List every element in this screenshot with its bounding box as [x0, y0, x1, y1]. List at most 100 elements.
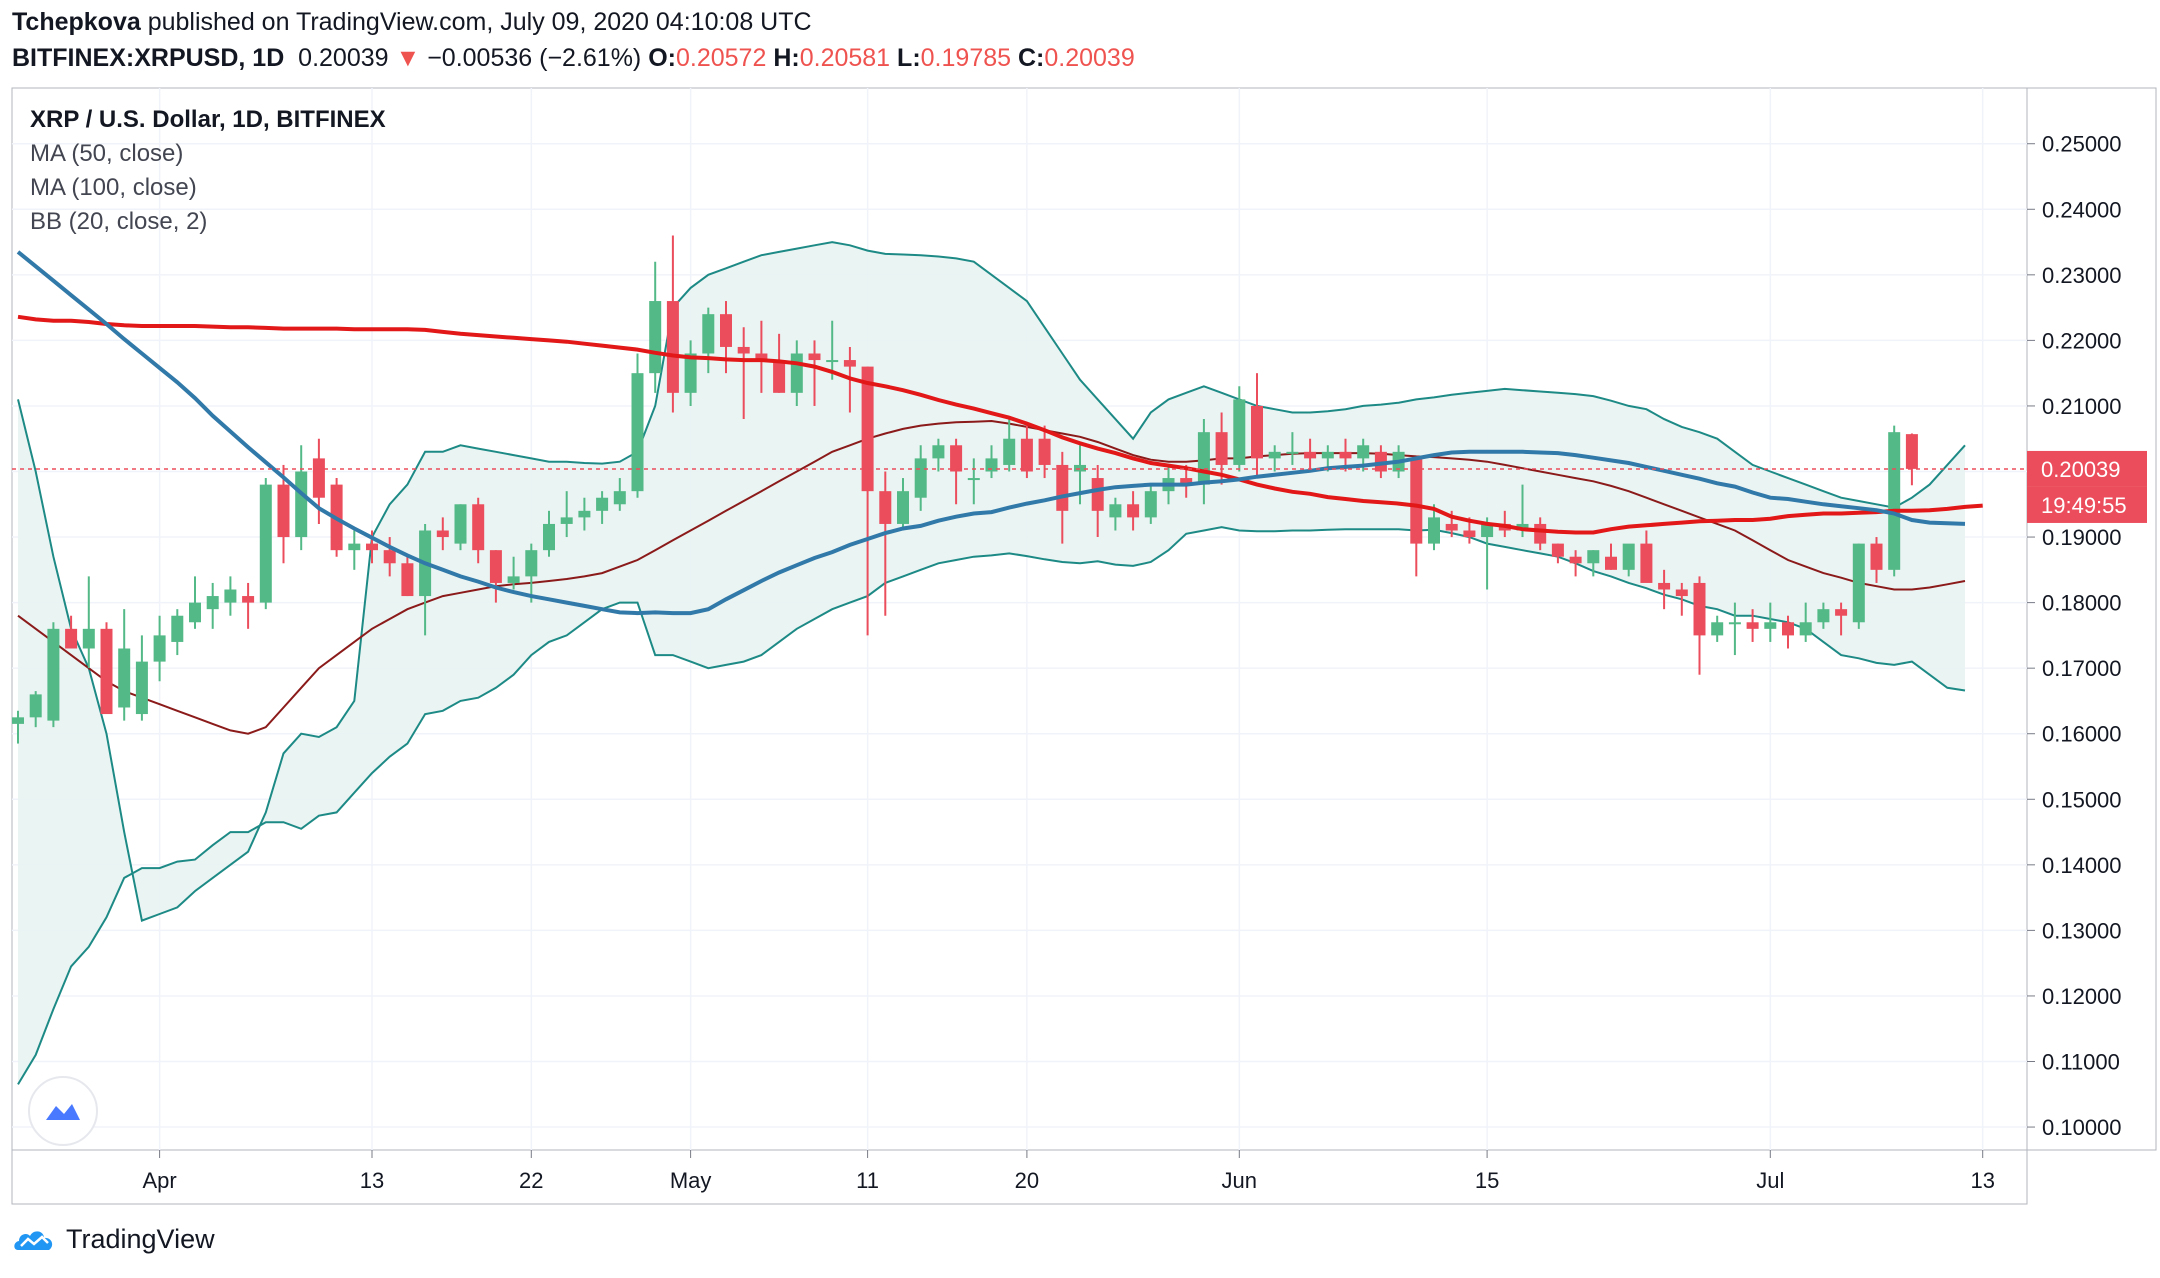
- candle-body: [206, 596, 219, 610]
- y-tick-label: 0.12000: [2042, 984, 2122, 1009]
- candle-body: [631, 373, 644, 492]
- candle-body: [543, 523, 555, 551]
- candle-body: [578, 510, 591, 518]
- candle-body: [967, 478, 980, 481]
- legend-ma100[interactable]: MA (100, close): [30, 174, 197, 201]
- candle-body: [1428, 517, 1440, 544]
- ma100-line: [17, 314, 1983, 535]
- candle-body: [1127, 504, 1140, 518]
- candle-body: [879, 491, 892, 524]
- candle-body: [613, 491, 626, 505]
- open-label: O:: [648, 44, 676, 72]
- candle-body: [401, 563, 414, 597]
- ohlc-line: BITFINEX:XRPUSD, 1D 0.20039 ▼ −0.00536 (…: [12, 44, 1135, 73]
- candle-body: [1233, 399, 1246, 465]
- published-text: published on TradingView.com, July 09, 2…: [147, 8, 812, 36]
- last-price-text: 0.20039: [2041, 457, 2121, 482]
- candle-body: [47, 628, 60, 721]
- candle-body: [12, 717, 24, 724]
- candle-body: [1463, 530, 1476, 538]
- candle-body: [1693, 582, 1706, 636]
- candle-body: [1056, 464, 1069, 511]
- candle-body: [1091, 478, 1104, 511]
- tradingview-logo-icon: [46, 1104, 80, 1120]
- candle-body: [702, 314, 715, 354]
- candle-body: [1675, 589, 1688, 597]
- tradingview-badge[interactable]: [28, 1076, 98, 1146]
- legend-title: XRP / U.S. Dollar, 1D, BITFINEX: [30, 106, 386, 133]
- candle-body: [1144, 491, 1157, 518]
- price-axis: [2026, 87, 2157, 1151]
- y-tick-label: 0.25000: [2042, 132, 2122, 157]
- candle-body: [914, 458, 927, 498]
- candle-body: [720, 314, 732, 347]
- candle-body: [755, 353, 768, 361]
- candle-body: [1286, 451, 1299, 454]
- candle-body: [1357, 445, 1370, 459]
- symbol-label: BITFINEX:XRPUSD, 1D: [12, 44, 285, 72]
- candle-body: [1197, 432, 1210, 485]
- ma50-line: [16, 250, 1966, 616]
- candle-body: [666, 301, 679, 393]
- candle-body: [1304, 451, 1317, 459]
- candle-body: [932, 445, 945, 459]
- y-tick-label: 0.19000: [2042, 525, 2122, 550]
- x-tick-label: Jul: [1756, 1168, 1784, 1193]
- x-tick-label: 22: [519, 1168, 543, 1193]
- candle-body: [1852, 543, 1865, 623]
- bb-upper-line: [17, 241, 1966, 922]
- time-axis: [11, 1149, 2028, 1205]
- x-tick-label: 15: [1475, 1168, 1499, 1193]
- candle-body: [808, 353, 821, 361]
- y-tick-label: 0.10000: [2042, 1115, 2122, 1140]
- legend-ma50[interactable]: MA (50, close): [30, 140, 184, 167]
- y-tick-label: 0.11000: [2042, 1050, 2120, 1075]
- candle-body: [436, 530, 449, 538]
- candle-body: [82, 628, 95, 649]
- x-tick-label: 11: [856, 1168, 879, 1193]
- candle-body: [950, 445, 963, 472]
- footer-brand[interactable]: TradingView: [66, 1224, 215, 1254]
- countdown-text: 19:49:55: [2041, 493, 2127, 518]
- low-value: 0.19785: [920, 44, 1012, 72]
- y-tick-label: 0.13000: [2042, 918, 2122, 943]
- candle-body: [224, 589, 237, 603]
- candle-body: [1534, 523, 1547, 544]
- candle-body: [737, 346, 750, 354]
- candle-body: [1622, 543, 1635, 570]
- candle-body: [29, 694, 42, 718]
- low-label: L:: [897, 44, 921, 72]
- candle-body: [1215, 432, 1228, 465]
- candle-body: [1268, 451, 1281, 459]
- candle-body: [1481, 523, 1494, 538]
- candle-body: [1321, 451, 1334, 459]
- candle-body: [897, 491, 909, 524]
- candle-body: [1038, 438, 1051, 465]
- candle-body: [259, 484, 272, 603]
- x-tick-label: 13: [360, 1168, 384, 1193]
- x-tick-label: 13: [1970, 1168, 1994, 1193]
- author-name[interactable]: Tchepkova: [12, 8, 141, 36]
- y-tick-label: 0.18000: [2042, 591, 2122, 616]
- candle-body: [1711, 622, 1724, 636]
- legend-bb[interactable]: BB (20, close, 2): [30, 208, 208, 235]
- change-value: −0.00536 (−2.61%): [427, 44, 642, 72]
- candle-body: [1870, 543, 1883, 570]
- candle-body: [1587, 550, 1600, 564]
- candle-body: [684, 353, 697, 393]
- candle-body: [295, 471, 308, 538]
- candle-body: [1109, 504, 1122, 518]
- x-tick-label: May: [670, 1168, 712, 1193]
- candle-body: [277, 484, 290, 538]
- candle-body: [366, 543, 378, 551]
- y-tick-label: 0.22000: [2042, 328, 2122, 353]
- candle-body: [100, 628, 113, 715]
- down-arrow-icon: ▼: [395, 44, 421, 72]
- candle-body: [1551, 543, 1564, 557]
- candle-body: [312, 458, 325, 498]
- candle-body: [826, 360, 839, 363]
- candle-body: [454, 504, 467, 544]
- candle-body: [1728, 622, 1741, 625]
- x-tick-label: 20: [1015, 1168, 1039, 1193]
